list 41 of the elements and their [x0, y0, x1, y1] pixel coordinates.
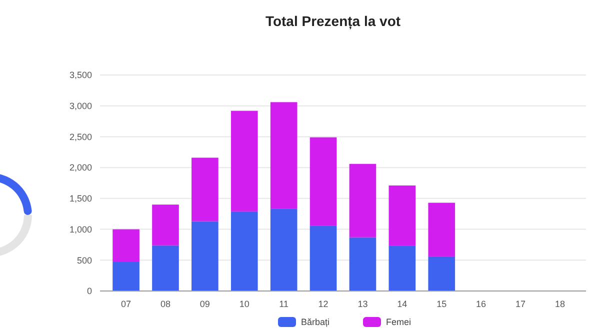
- bar: [310, 137, 337, 226]
- bar: [152, 204, 179, 246]
- legend-label: Bărbați: [301, 317, 330, 328]
- x-tick-label: 12: [318, 299, 328, 309]
- x-tick-label: 08: [160, 299, 170, 309]
- legend-label: Femei: [386, 317, 412, 328]
- bar: [112, 262, 140, 291]
- bar: [428, 202, 456, 256]
- bar: [112, 229, 140, 262]
- bar: [270, 208, 298, 291]
- x-tick-label: 09: [200, 299, 210, 309]
- x-tick-label: 13: [358, 299, 368, 309]
- x-tick-label: 18: [554, 299, 565, 309]
- bar: [388, 246, 416, 291]
- x-tick-label: 17: [516, 299, 526, 309]
- x-tick-label: 16: [476, 299, 486, 309]
- bar: [192, 221, 218, 291]
- x-tick-label: 11: [279, 299, 288, 309]
- chart-title: Total Prezența la vot: [265, 13, 401, 30]
- y-tick-label: 1,500: [69, 194, 92, 204]
- y-tick-label: 1,000: [69, 224, 92, 234]
- y-tick-label: 0: [86, 286, 92, 296]
- y-tick-label: 2,000: [69, 162, 92, 173]
- bar: [428, 256, 456, 291]
- bar: [349, 164, 376, 238]
- bar: [388, 185, 416, 246]
- bar: [192, 158, 218, 222]
- bar: [230, 110, 258, 212]
- y-tick-label: 500: [76, 255, 92, 266]
- bar: [230, 211, 258, 291]
- bar: [310, 226, 337, 291]
- x-tick-label: 10: [239, 299, 250, 309]
- y-tick-label: 3,500: [69, 70, 92, 80]
- bar: [349, 237, 376, 291]
- bar: [270, 102, 298, 209]
- x-tick-label: 07: [121, 299, 132, 309]
- y-tick-label: 3,000: [69, 101, 92, 112]
- bar: [152, 245, 179, 291]
- y-tick-label: 2,500: [69, 132, 92, 142]
- x-tick-label: 15: [436, 299, 447, 309]
- x-tick-label: 14: [397, 299, 408, 309]
